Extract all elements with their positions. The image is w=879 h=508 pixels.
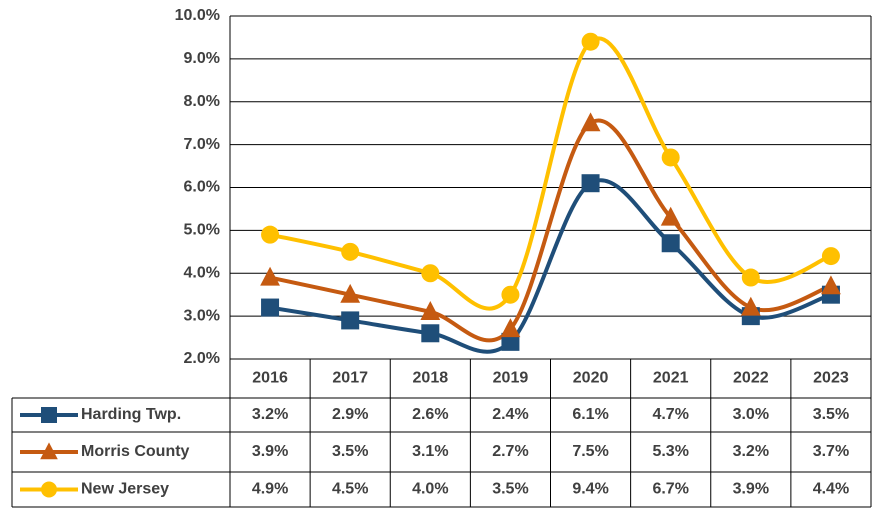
marker [341,242,360,261]
marker [41,481,57,498]
table-value: 7.5% [572,443,608,460]
marker [821,275,841,295]
table-value: 3.0% [733,406,769,423]
y-tick-label: 10.0% [175,7,220,24]
marker [341,311,360,330]
legend-label: New Jersey [81,481,169,498]
table-value: 4.7% [652,406,688,423]
legend-label: Harding Twp. [81,406,181,423]
table-value: 3.2% [733,443,769,460]
marker [821,247,840,266]
y-tick-label: 5.0% [184,222,220,239]
marker [421,324,440,343]
table-value: 5.3% [652,443,688,460]
table-value: 3.5% [813,406,849,423]
x-tick-label: 2021 [653,370,689,387]
x-tick-label: 2023 [813,370,849,387]
marker [40,442,58,460]
y-tick-label: 2.0% [184,350,220,367]
marker [260,266,280,286]
table-value: 3.5% [332,443,368,460]
table-value: 4.9% [252,481,288,498]
x-tick-label: 2019 [493,370,529,387]
table-value: 4.0% [412,481,448,498]
marker [581,32,600,51]
marker [580,112,601,132]
marker [500,318,521,338]
table-value: 9.4% [572,481,608,498]
table-value: 3.5% [492,481,528,498]
y-tick-label: 4.0% [184,264,220,281]
table-value: 2.7% [492,443,528,460]
table-value: 3.9% [733,481,769,498]
table-value: 2.6% [412,406,448,423]
marker [501,332,520,351]
x-tick-label: 2022 [733,370,769,387]
x-tick-label: 2016 [252,370,288,387]
marker [740,296,761,316]
y-tick-label: 8.0% [184,93,220,110]
table-value: 6.7% [652,481,688,498]
table-value: 2.4% [492,406,528,423]
marker [581,174,600,193]
marker [261,298,280,317]
series-line [269,36,832,311]
series-line [269,118,832,343]
x-tick-label: 2018 [413,370,449,387]
series-line [269,178,832,354]
table-value: 6.1% [572,406,608,423]
x-tick-label: 2017 [332,370,368,387]
table-value: 3.2% [252,406,288,423]
table-value: 4.5% [332,481,368,498]
marker [420,301,441,320]
marker [741,268,760,287]
marker [501,285,520,304]
y-tick-label: 7.0% [184,136,220,153]
x-tick-label: 2020 [573,370,609,387]
marker [661,234,680,253]
y-tick-label: 9.0% [184,50,220,67]
legend-label: Morris County [81,443,190,460]
marker [340,283,361,303]
table-value: 3.1% [412,443,448,460]
marker [660,206,681,226]
marker [261,225,280,244]
marker [661,148,680,167]
marker [41,407,57,423]
y-tick-label: 3.0% [184,307,220,324]
table-value: 3.9% [252,443,288,460]
marker [421,264,440,283]
table-value: 4.4% [813,481,849,498]
table-value: 3.7% [813,443,849,460]
table-value: 2.9% [332,406,368,423]
y-tick-label: 6.0% [184,179,220,196]
